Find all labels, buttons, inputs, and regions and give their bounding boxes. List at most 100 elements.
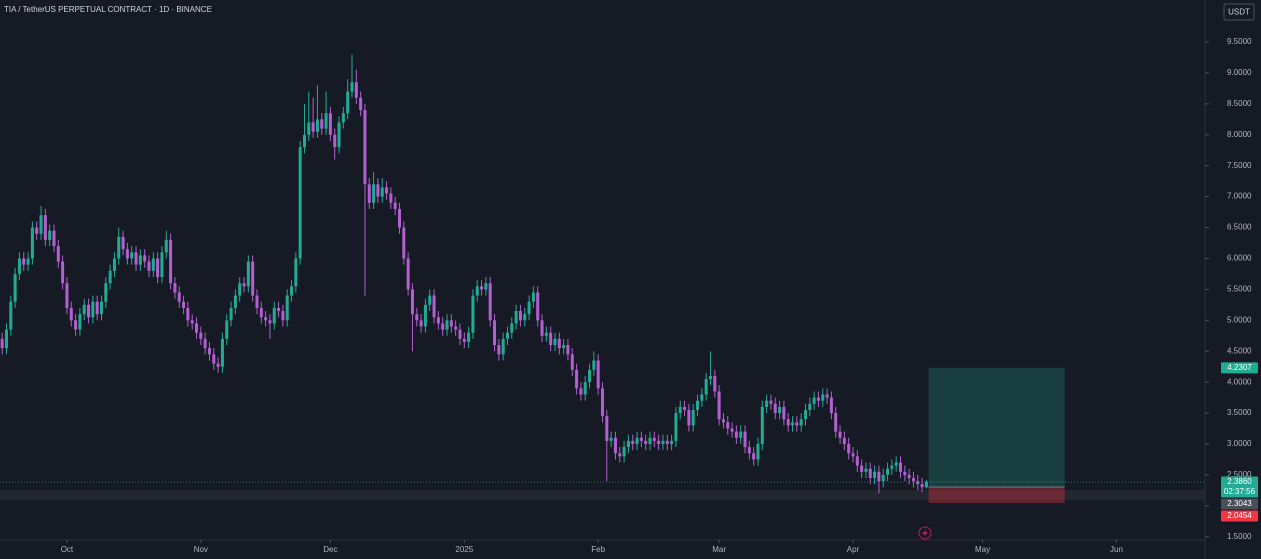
y-tick-label: 3.5000: [1227, 408, 1252, 417]
candle-body: [860, 465, 864, 472]
candle-body: [277, 307, 281, 312]
currency-button[interactable]: [1223, 3, 1255, 21]
entry-price-label: 2.3043: [1227, 499, 1252, 508]
candle-body: [320, 119, 324, 129]
candle-body: [56, 246, 60, 262]
candle-body: [613, 437, 617, 454]
candle-body: [557, 338, 561, 349]
candle-body: [825, 394, 829, 398]
candle-body: [458, 329, 462, 339]
candle-body: [570, 354, 574, 370]
candle-body: [393, 202, 397, 210]
candle-body: [596, 360, 600, 389]
candle-body: [315, 119, 319, 132]
candle-body: [670, 440, 674, 444]
candle-body: [337, 122, 341, 148]
candle-body: [82, 304, 86, 315]
candle-body: [69, 307, 73, 321]
candle-body: [65, 283, 69, 308]
candle-body: [229, 307, 233, 321]
candle-body: [484, 283, 488, 290]
candle-body: [376, 184, 380, 197]
candle-body: [652, 437, 656, 441]
candle-body: [285, 295, 289, 321]
candle-body: [359, 97, 363, 111]
candle-body: [726, 422, 730, 429]
candle-body: [147, 261, 151, 271]
candle-body: [855, 456, 859, 466]
candle-body: [99, 301, 104, 315]
candle-body: [121, 236, 125, 250]
stop-price-label-bg: [1221, 510, 1258, 522]
candle-body: [441, 323, 445, 330]
candle-body: [583, 382, 587, 395]
candle-body: [341, 113, 345, 123]
candle-body: [808, 403, 812, 410]
stop-zone: [928, 487, 1065, 504]
candle-body: [397, 209, 402, 228]
candle-body: [842, 437, 846, 444]
candle-body: [0, 338, 4, 349]
candle-body: [328, 113, 332, 135]
candle-body: [622, 447, 626, 457]
candle-body: [812, 397, 816, 404]
candle-body: [518, 311, 522, 321]
candle-body: [911, 477, 915, 482]
stop-price-label: 2.0454: [1227, 511, 1252, 520]
candle-body: [639, 437, 643, 441]
candle-body: [406, 258, 410, 290]
candle-body: [125, 249, 129, 259]
y-tick-label: 9.5000: [1227, 37, 1252, 46]
candle-body: [87, 304, 91, 318]
candle-body: [480, 286, 484, 290]
y-tick-label: 6.5000: [1227, 223, 1252, 232]
candle-body: [834, 413, 838, 432]
candle-body: [704, 379, 708, 395]
candle-body: [251, 261, 255, 296]
candle-body: [799, 419, 803, 426]
candle-body: [523, 314, 527, 321]
candle-body: [333, 134, 337, 148]
candle-body: [739, 431, 743, 438]
event-icon[interactable]: [918, 526, 932, 540]
candle-body: [290, 286, 294, 296]
candle-body: [743, 431, 747, 448]
candle-body: [657, 440, 661, 444]
candle-body: [13, 273, 17, 302]
candle-body: [238, 283, 242, 296]
candle-body: [39, 215, 43, 234]
candle-body: [510, 323, 514, 333]
candle-body: [61, 261, 65, 284]
candle-body: [281, 311, 285, 321]
candle-body: [302, 134, 307, 148]
y-tick-label: 8.0000: [1227, 130, 1252, 139]
candle-body: [907, 474, 911, 478]
candle-body: [769, 400, 773, 404]
candle-body: [687, 409, 691, 426]
candle-body: [730, 428, 734, 432]
plot: [0, 54, 1205, 504]
candle-body: [924, 481, 928, 488]
candle-body: [225, 320, 229, 339]
candle-body: [164, 239, 168, 253]
candle-body: [242, 283, 246, 287]
candle-body: [566, 345, 570, 355]
candle-body: [389, 193, 393, 203]
candle-body: [864, 468, 868, 472]
candle-body: [363, 110, 367, 185]
y-tick-label: 5.0000: [1227, 315, 1252, 324]
candle-body: [43, 215, 47, 240]
x-tick-label: Jun: [1110, 545, 1123, 554]
candle-body: [4, 329, 8, 349]
candle-body: [773, 403, 777, 414]
x-tick-label: Dec: [323, 545, 337, 554]
candle-body: [350, 82, 354, 92]
x-tick-label: Oct: [61, 545, 74, 554]
candle-body: [916, 481, 920, 485]
candle-body: [415, 314, 419, 321]
candle-body: [207, 348, 211, 355]
candle-body: [760, 406, 764, 444]
candle-body: [881, 474, 885, 482]
currency-label: USDT: [1228, 8, 1250, 17]
